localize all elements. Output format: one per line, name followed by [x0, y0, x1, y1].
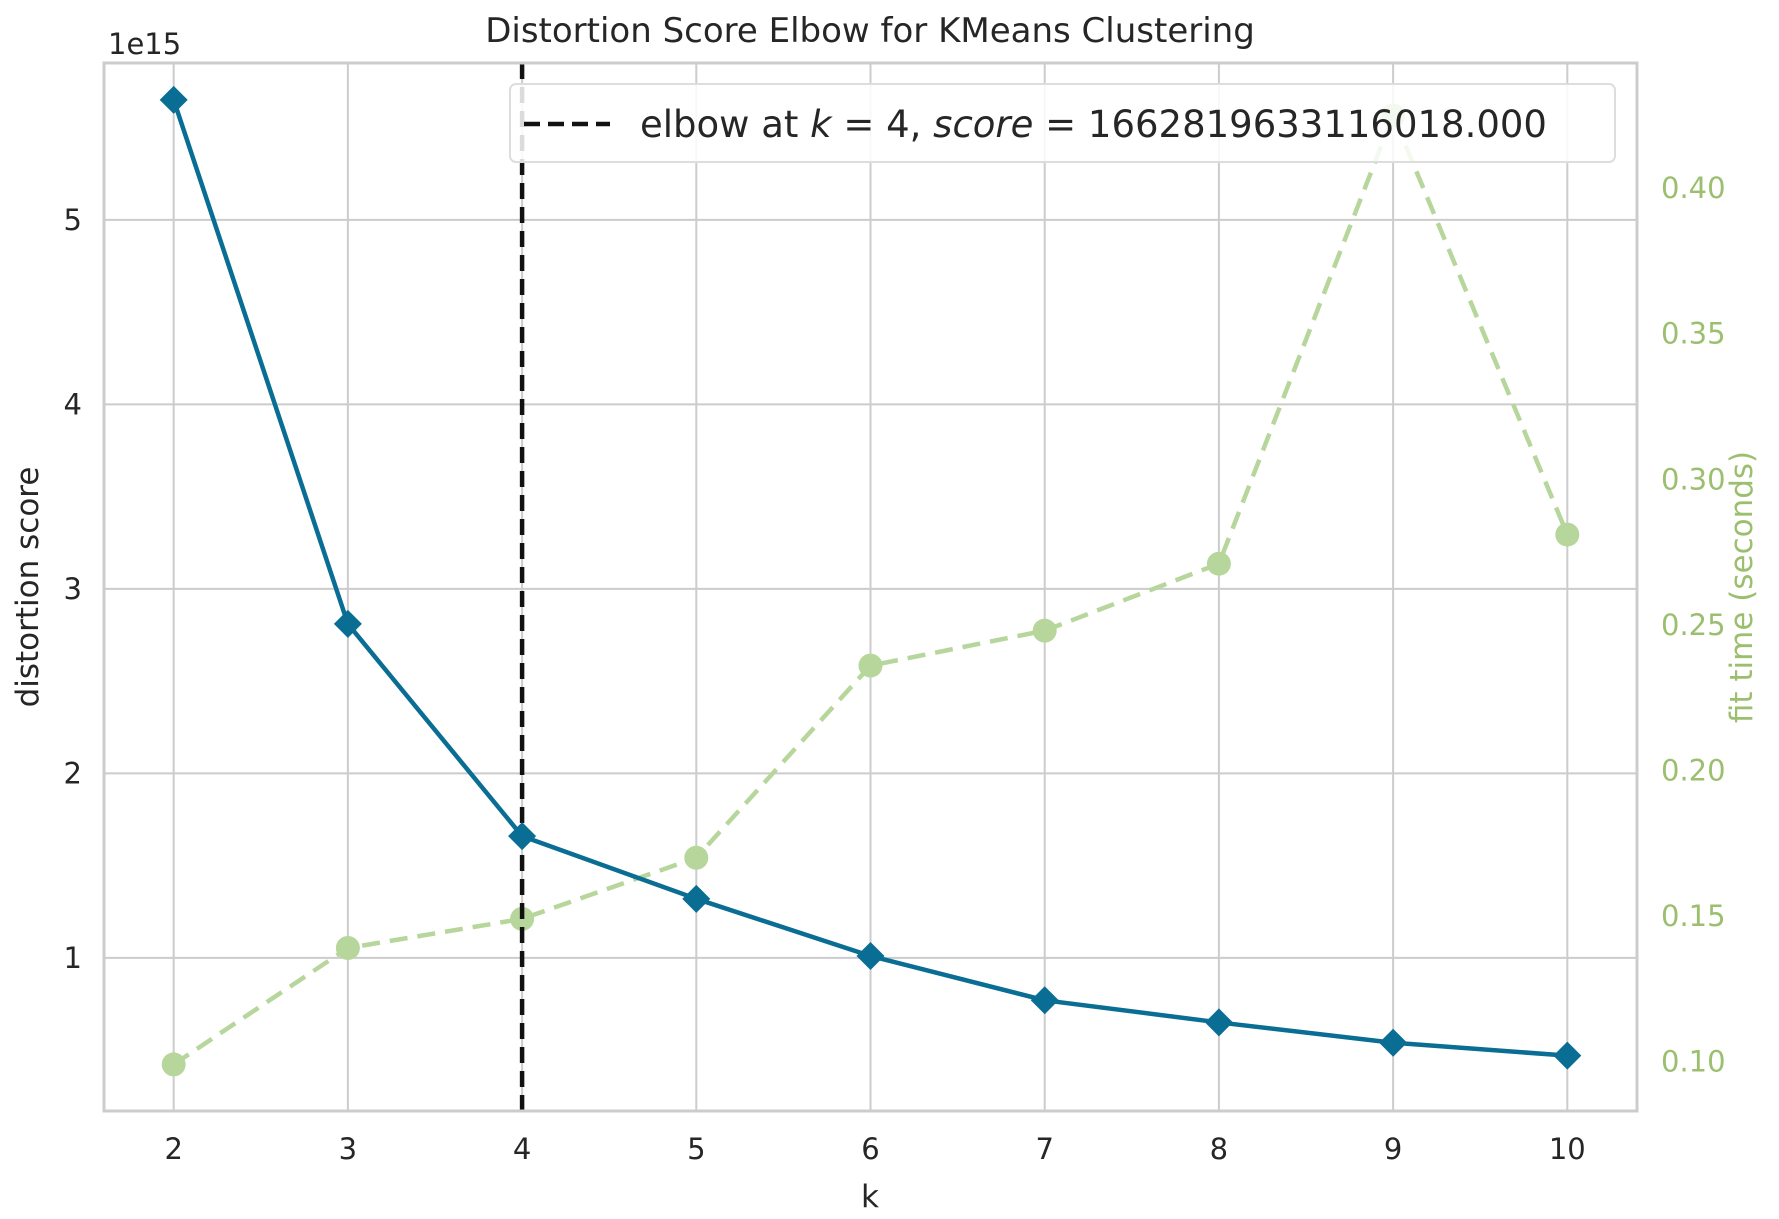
distortion-point-k5 — [682, 884, 711, 913]
distortion-point-k9 — [1379, 1028, 1408, 1057]
x-tick-2: 2 — [164, 1132, 182, 1166]
fit-time-point-k10 — [1555, 522, 1580, 547]
x-tick-9: 9 — [1384, 1132, 1402, 1166]
y-tick-4: 4 — [64, 387, 82, 421]
y2-tick-0.25: 0.25 — [1661, 608, 1726, 642]
y2-tick-0.20: 0.20 — [1661, 753, 1726, 787]
x-tick-labels: 2 3 4 5 6 7 8 9 10 — [164, 1132, 1585, 1166]
chart-title: Distortion Score Elbow for KMeans Cluste… — [485, 11, 1255, 51]
legend-prefix: elbow at — [640, 103, 810, 146]
y2-axis-label: fit time (seconds) — [1724, 451, 1760, 723]
y2-tick-0.15: 0.15 — [1661, 899, 1726, 933]
grid-lines — [104, 63, 1637, 1111]
x-tick-6: 6 — [861, 1132, 879, 1166]
fit-time-line — [172, 113, 1570, 1067]
y-tick-3: 3 — [64, 572, 82, 606]
y-tick-1: 1 — [64, 941, 82, 975]
x-tick-7: 7 — [1035, 1132, 1053, 1166]
legend-eq2: = 1662819633116018.000 — [1033, 103, 1547, 146]
y-axis-label: distortion score — [10, 467, 46, 708]
x-axis-label: k — [861, 1179, 879, 1215]
distortion-point-k2 — [159, 85, 188, 114]
y2-tick-0.10: 0.10 — [1661, 1045, 1726, 1079]
x-tick-3: 3 — [339, 1132, 357, 1166]
x-tick-8: 8 — [1210, 1132, 1228, 1166]
legend-eq1: = 4, — [832, 103, 934, 146]
x-tick-4: 4 — [513, 1132, 531, 1166]
y2-tick-0.35: 0.35 — [1661, 317, 1726, 351]
distortion-point-k8 — [1204, 1008, 1233, 1037]
legend-k: k — [810, 103, 833, 146]
fit-time-point-k3 — [335, 935, 360, 960]
distortion-point-k3 — [333, 609, 362, 638]
legend-score: score — [933, 103, 1033, 146]
fit-time-point-k7 — [1032, 618, 1057, 643]
fit-time-point-k8 — [1206, 551, 1231, 576]
x-tick-5: 5 — [687, 1132, 705, 1166]
fit-time-point-k6 — [858, 653, 883, 678]
y2-tick-0.30: 0.30 — [1661, 462, 1726, 496]
plot-frame — [102, 61, 1639, 1113]
y-tick-5: 5 — [64, 203, 82, 237]
legend-label: elbow at k = 4, score = 1662819633116018… — [640, 103, 1547, 146]
y-offset-label: 1e15 — [108, 27, 181, 61]
distortion-point-k6 — [856, 942, 885, 971]
y2-tick-labels: 0.10 0.15 0.20 0.25 0.30 0.35 0.40 — [1661, 171, 1726, 1078]
fit-time-series — [161, 103, 1580, 1077]
distortion-point-k4 — [508, 822, 537, 851]
y2-tick-0.40: 0.40 — [1661, 171, 1726, 205]
y-tick-labels: 1 2 3 4 5 — [64, 203, 82, 975]
distortion-series — [159, 85, 1582, 1070]
fit-time-point-k2 — [161, 1052, 186, 1077]
fit-time-point-k5 — [684, 845, 709, 870]
y-tick-2: 2 — [64, 756, 82, 790]
distortion-point-k7 — [1030, 986, 1059, 1015]
distortion-point-k10 — [1553, 1041, 1582, 1070]
x-tick-10: 10 — [1549, 1132, 1586, 1166]
legend: elbow at k = 4, score = 1662819633116018… — [509, 83, 1616, 163]
legend-box — [509, 83, 1616, 163]
